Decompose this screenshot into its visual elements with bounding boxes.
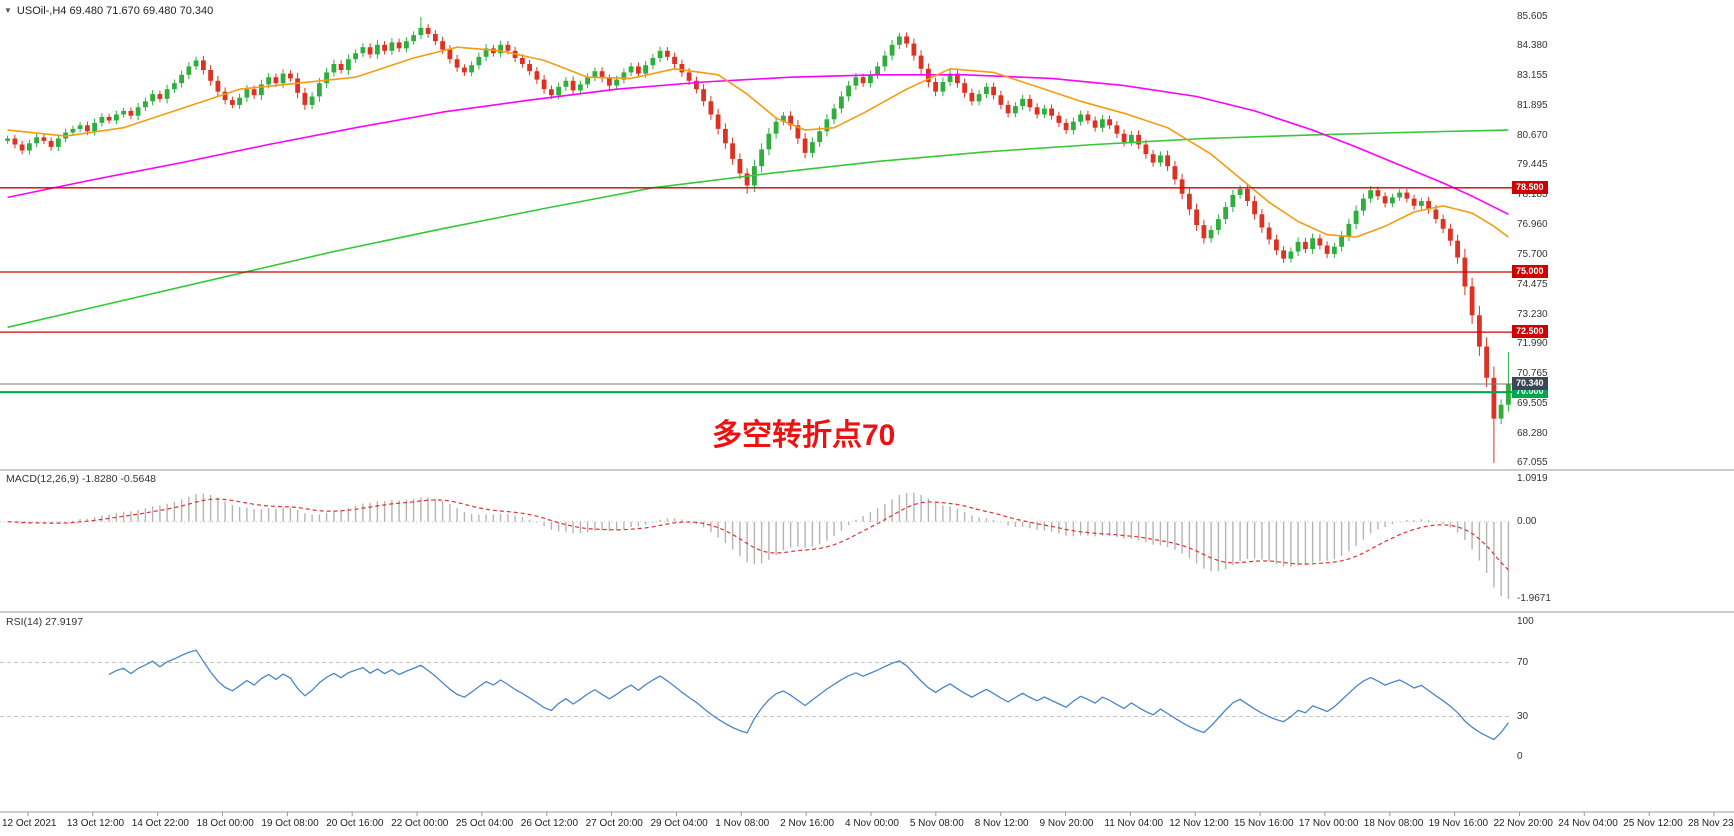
price-axis-label: 79.445 <box>1517 159 1548 171</box>
rsi-header: RSI(14) 27.9197 <box>6 616 84 628</box>
time-axis-label: 12 Oct 2021 <box>2 818 57 829</box>
price-axis-label: 69.505 <box>1517 398 1548 410</box>
current-price-tag: 70.340 <box>1512 377 1548 391</box>
time-axis-label: 11 Nov 04:00 <box>1104 818 1164 829</box>
price-tag: 78.500 <box>1512 180 1548 194</box>
time-axis-label: 17 Nov 00:00 <box>1298 818 1359 829</box>
time-axis-label: 18 Oct 00:00 <box>196 818 254 829</box>
price-axis-label: 80.670 <box>1517 129 1548 141</box>
time-axis-label: 29 Oct 04:00 <box>650 818 708 829</box>
time-axis-label: 27 Oct 20:00 <box>585 818 643 829</box>
time-axis-label: 19 Oct 08:00 <box>261 818 319 829</box>
rsi-axis-label: 30 <box>1517 710 1529 722</box>
price-axis-label: 70.765 <box>1517 367 1548 379</box>
time-axis-label: 9 Nov 20:00 <box>1039 818 1094 829</box>
time-axis-label: 22 Nov 20:00 <box>1493 818 1553 829</box>
price-axis-label: 75.700 <box>1517 249 1548 261</box>
macd-axis-label: -1.9671 <box>1517 593 1551 604</box>
time-axis-label: 4 Nov 00:00 <box>845 818 899 829</box>
price-axis-label: 67.055 <box>1517 457 1548 468</box>
price-axis-label: 83.155 <box>1517 69 1548 81</box>
time-axis-label: 25 Oct 04:00 <box>455 818 514 829</box>
symbol-ohlc-label: USOil-,H4 69.480 71.670 69.480 70.340 <box>16 5 214 17</box>
annotation-text: 多空转折点70 <box>712 419 896 452</box>
time-axis-label: 26 Oct 12:00 <box>520 818 579 829</box>
price-axis-label: 85.605 <box>1517 11 1548 22</box>
time-axis-label: 20 Oct 16:00 <box>326 818 384 829</box>
rsi-axis-label: 70 <box>1517 656 1529 668</box>
time-axis-label: 8 Nov 12:00 <box>974 818 1029 829</box>
time-axis-label: 22 Oct 00:00 <box>391 818 449 829</box>
price-axis-label: 73.230 <box>1517 308 1548 320</box>
price-tag: 72.500 <box>1512 325 1548 339</box>
price-axis-label: 76.960 <box>1517 218 1548 230</box>
time-axis-label: 2 Nov 16:00 <box>780 818 835 829</box>
macd-axis-label: 0.00 <box>1517 515 1537 527</box>
time-axis-label: 15 Nov 16:00 <box>1234 818 1294 829</box>
macd-header: MACD(12,26,9) -1.8280 -0.5648 <box>6 473 156 485</box>
time-axis-label: 18 Nov 08:00 <box>1363 818 1424 829</box>
rsi-axis-label: 100 <box>1517 616 1534 627</box>
price-axis-label: 71.990 <box>1517 338 1548 350</box>
symbol-header: ▼ USOil-,H4 69.480 71.670 69.480 70.340 <box>4 5 213 17</box>
time-axis-label: 12 Nov 12:00 <box>1169 818 1229 829</box>
time-axis-label: 14 Oct 22:00 <box>131 818 189 829</box>
dropdown-icon[interactable]: ▼ <box>4 6 12 15</box>
time-axis-label: 5 Nov 08:00 <box>909 818 964 829</box>
time-axis-label: 25 Nov 12:00 <box>1623 818 1683 829</box>
time-axis-label: 24 Nov 04:00 <box>1558 818 1618 829</box>
time-axis-label: 19 Nov 16:00 <box>1428 818 1489 829</box>
price-axis-label: 78.185 <box>1517 189 1548 201</box>
price-axis-label: 81.895 <box>1517 100 1548 112</box>
macd-axis-label: 1.0919 <box>1517 473 1548 484</box>
price-tag: 75.000 <box>1512 264 1548 278</box>
price-axis-label: 68.280 <box>1517 427 1548 439</box>
time-axis-label: 28 Nov 23:0 <box>1688 818 1734 829</box>
price-axis-label: 74.475 <box>1517 278 1548 290</box>
price-axis-label: 84.380 <box>1517 40 1548 52</box>
time-axis-label: 1 Nov 08:00 <box>715 818 770 829</box>
rsi-axis-label: 0 <box>1517 751 1523 762</box>
time-axis-label: 13 Oct 12:00 <box>66 818 125 829</box>
